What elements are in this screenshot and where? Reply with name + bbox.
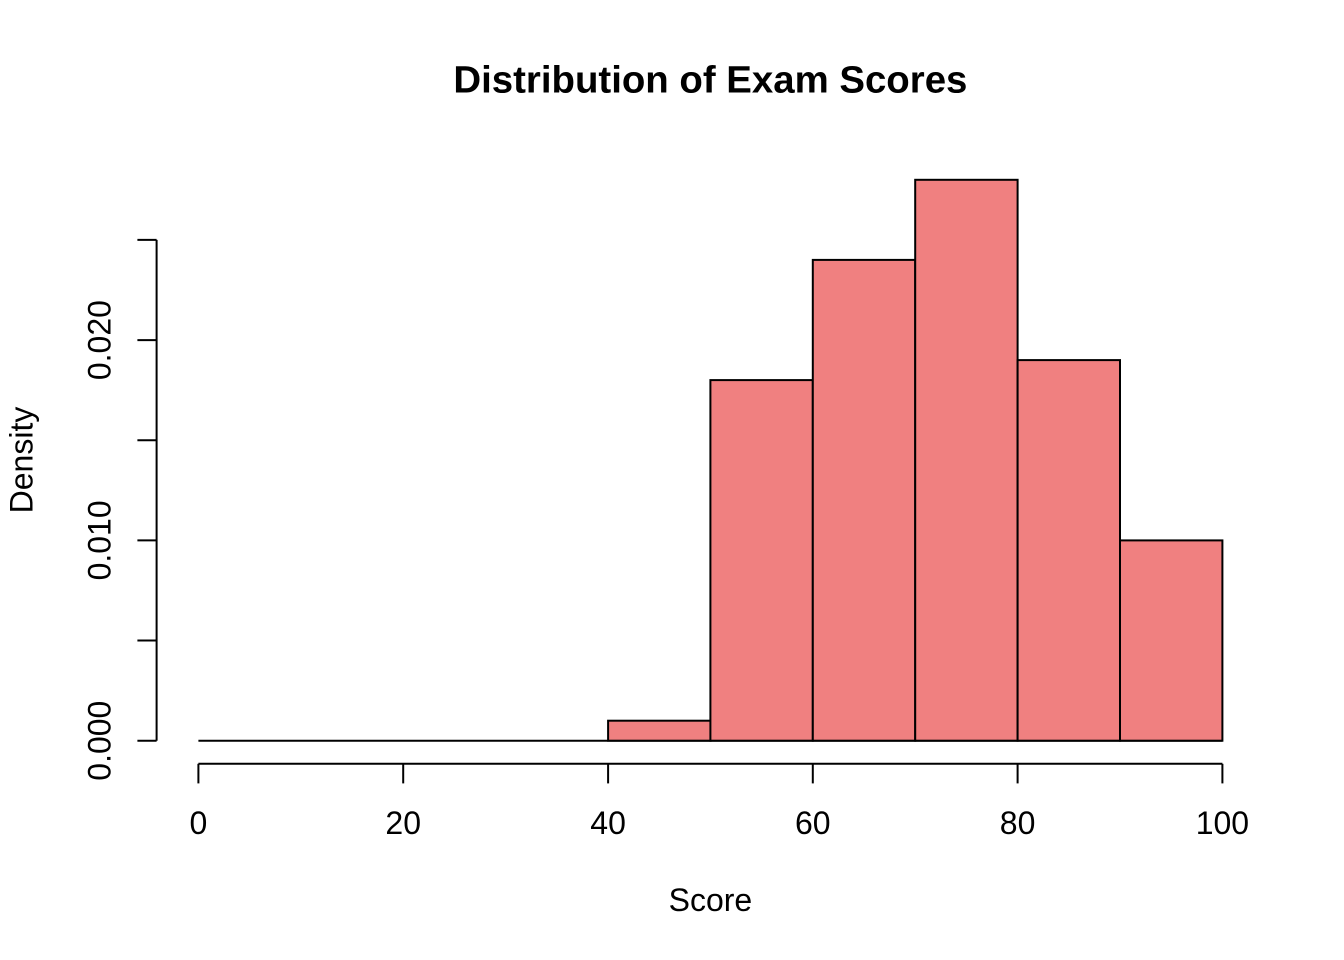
svg-text:0.020: 0.020 (82, 300, 118, 380)
svg-text:100: 100 (1196, 805, 1249, 841)
svg-text:0: 0 (190, 805, 208, 841)
svg-text:Density: Density (4, 407, 40, 514)
svg-text:40: 40 (590, 805, 626, 841)
svg-text:0.000: 0.000 (82, 701, 118, 781)
svg-text:Score: Score (669, 882, 753, 918)
svg-text:60: 60 (795, 805, 831, 841)
svg-text:20: 20 (385, 805, 421, 841)
svg-text:Distribution of Exam Scores: Distribution of Exam Scores (453, 59, 967, 102)
svg-text:80: 80 (1000, 805, 1036, 841)
svg-text:0.010: 0.010 (82, 500, 118, 580)
